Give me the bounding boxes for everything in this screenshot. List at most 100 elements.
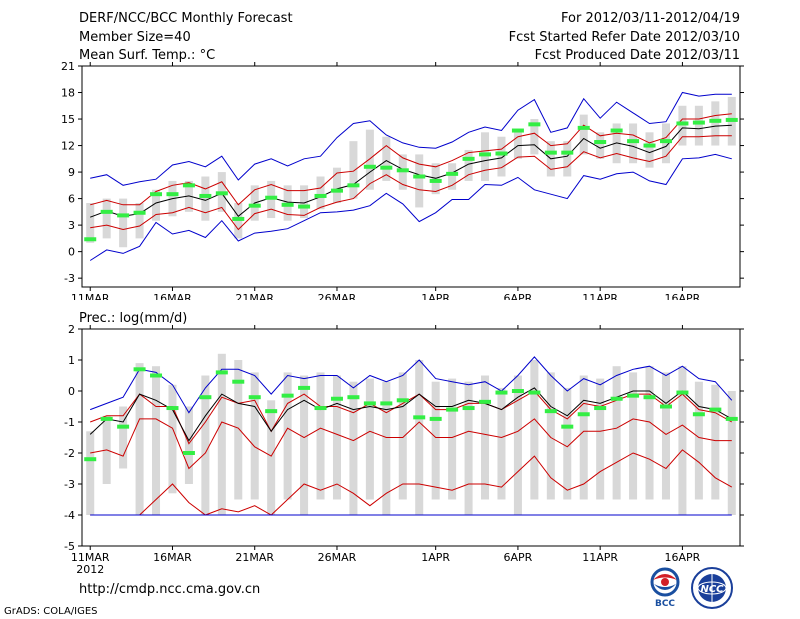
temp-spread-box: [300, 185, 309, 219]
temp-observed-marker: [215, 191, 228, 196]
grads-credit: GrADS: COLA/IGES: [4, 606, 98, 617]
temp-spread-box: [497, 136, 506, 177]
prec-spread-box: [349, 381, 358, 515]
prec-spread-box: [579, 375, 588, 500]
prec-spread-box: [661, 372, 670, 500]
prec-observed-marker: [511, 389, 524, 393]
prec-ytick-label: 1: [68, 354, 75, 367]
temp-observed-marker: [396, 168, 409, 173]
prec-observed-marker: [610, 396, 623, 401]
temp-ytick-label: 15: [61, 113, 75, 126]
prec-spread-box: [448, 378, 457, 500]
temp-ytick-label: 0: [68, 246, 75, 259]
temp-ytick-label: -3: [64, 272, 75, 285]
prec-xtick-label: 21MAR: [235, 551, 274, 564]
temp-spread-box: [711, 101, 720, 146]
temp-observed-marker: [429, 178, 442, 183]
temp-spread-box: [415, 154, 424, 208]
temp-observed-marker: [314, 193, 327, 198]
prec-xtick-label: 16MAR: [153, 551, 192, 564]
prec-observed-marker: [429, 416, 442, 421]
temp-observed-marker: [495, 151, 508, 156]
temp-spread-box: [135, 203, 144, 239]
prec-spread-box: [530, 360, 539, 500]
forecast-period: For 2012/03/11-2012/04/19: [561, 11, 740, 26]
temp-observed-marker: [298, 204, 311, 209]
prec-xtick-label: 6APR: [504, 551, 533, 564]
temp-spread-box: [86, 203, 95, 243]
temp-observed-marker: [692, 120, 705, 125]
prec-spread-box: [546, 372, 555, 500]
prec-spread-box: [119, 406, 128, 469]
prec-spread-box: [267, 400, 276, 515]
temp-spread-box: [694, 105, 703, 146]
prec-spread-box: [497, 387, 506, 500]
prec-spread-box: [415, 360, 424, 515]
prec-observed-marker: [330, 396, 343, 401]
temp-observed-marker: [528, 122, 541, 127]
temp-observed-marker: [462, 156, 475, 161]
temp-spread-box: [678, 105, 687, 146]
temp-observed-marker: [84, 237, 97, 242]
temp-spread-box: [661, 123, 670, 164]
prec-observed-marker: [265, 409, 278, 414]
temp-observed-marker: [544, 150, 557, 155]
temp-observed-marker: [610, 128, 623, 133]
temp-spread-box: [579, 114, 588, 155]
temp-xtick-label: 16APR: [665, 292, 701, 300]
produced-date: Fcst Produced Date 2012/03/11: [534, 48, 740, 63]
temp-observed-marker: [265, 195, 278, 200]
temp-observed-marker: [511, 128, 524, 133]
prec-observed-marker: [544, 409, 557, 414]
prec-spread-box: [152, 366, 161, 515]
prec-spread-box: [645, 366, 654, 500]
prec-spread-box: [217, 353, 226, 515]
member-size-label: Member Size=40: [79, 30, 191, 45]
prec-observed-marker: [462, 406, 475, 411]
prec-observed-marker: [528, 390, 541, 395]
ncc-logo-text: NCC: [700, 584, 724, 595]
prec-ytick-label: 2: [68, 323, 75, 336]
temp-observed-marker: [380, 165, 393, 170]
prec-observed-marker: [150, 373, 163, 378]
temp-observed-marker: [363, 164, 376, 169]
prec-observed-marker: [643, 395, 656, 400]
prec-ytick-label: -4: [64, 509, 75, 522]
prec-spread-box: [398, 372, 407, 500]
prec-observed-marker: [627, 393, 640, 398]
bcc-logo-text: BCC: [655, 599, 675, 608]
prec-spread-box: [135, 363, 144, 515]
temp-observed-marker: [232, 216, 245, 221]
prec-observed-marker: [84, 457, 97, 462]
temp-spread-box: [464, 149, 473, 181]
prec-spread-box: [300, 375, 309, 515]
temp-observed-marker: [347, 183, 360, 188]
prec-spread-box: [481, 375, 490, 500]
temp-xtick-label: 6APR: [504, 292, 533, 300]
prec-ytick-label: 0: [68, 385, 75, 398]
prec-observed-marker: [182, 451, 195, 455]
temp-spread-box: [349, 141, 358, 199]
precipitation-chart: -5 -4 -3 -2 -1 0 1 2 11MAR 16MAR 21MAR 26MAR 1APR 6AP…: [64, 323, 744, 576]
temp-xtick-label: 21MAR: [235, 292, 274, 300]
temp-ytick-label: 9: [68, 166, 75, 179]
prec-observed-marker: [495, 390, 508, 395]
prec-spread-box: [332, 375, 341, 500]
prec-observed-marker: [479, 399, 492, 404]
prec-spread-box: [184, 406, 193, 484]
prec-spread-box: [86, 431, 95, 515]
temp-observed-marker: [577, 125, 590, 130]
prec-observed-marker: [215, 370, 228, 375]
prec-spread-box: [464, 381, 473, 515]
prec-line-max: [90, 356, 733, 414]
temp-spread-box: [629, 123, 638, 164]
temp-xtick-label: 11MAR: [71, 292, 110, 300]
prec-observed-marker: [133, 367, 146, 372]
prec-observed-marker: [676, 390, 689, 395]
prec-ytick-label: -5: [64, 540, 75, 553]
temp-spread-box: [152, 189, 161, 221]
prec-spread-box: [316, 372, 325, 500]
source-url[interactable]: http://cmdp.ncc.cma.gov.cn: [79, 582, 261, 597]
temp-observed-marker: [709, 118, 722, 123]
